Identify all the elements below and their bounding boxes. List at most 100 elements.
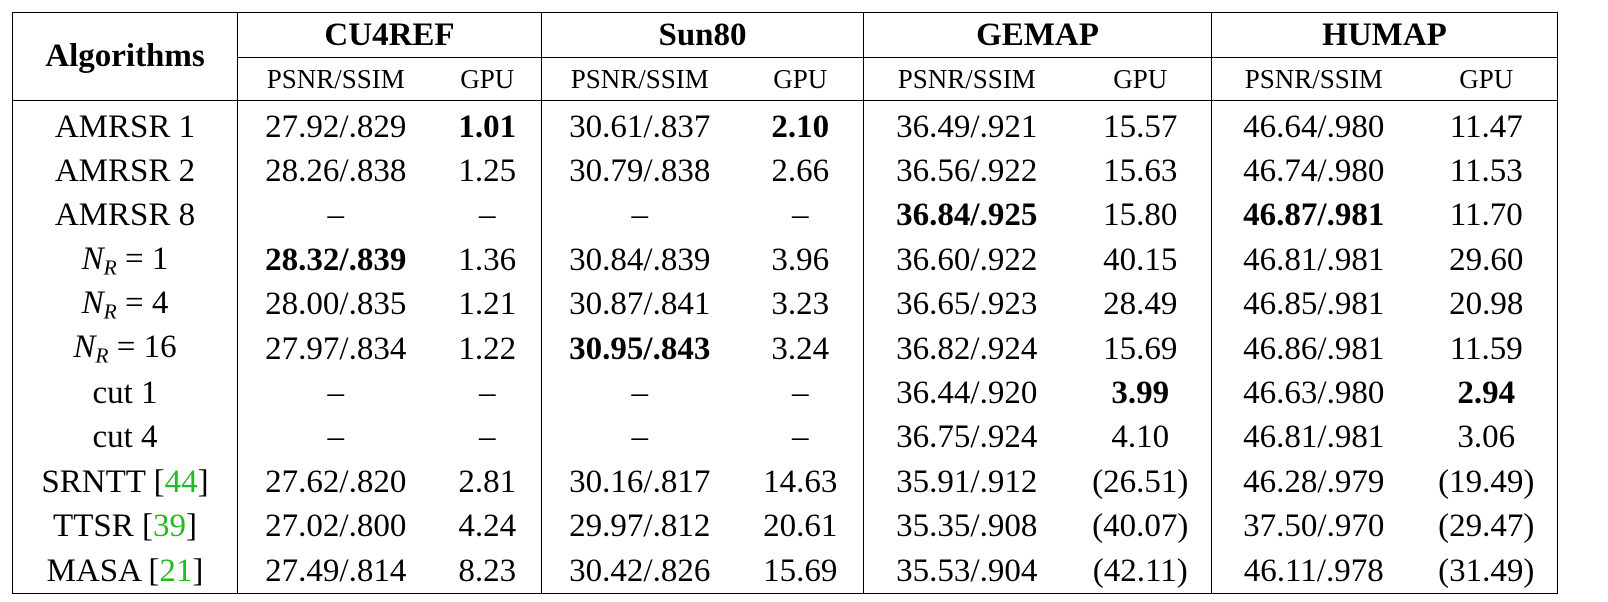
psnr-ssim-cell: 36.82/.924: [863, 326, 1070, 372]
psnr-ssim-cell: 28.26/.838: [237, 149, 434, 194]
psnr-ssim-cell: 36.60/.922: [863, 238, 1070, 283]
gpu-cell: (42.11): [1092, 552, 1188, 589]
table-row: TTSR [39] 27.02/.800 4.24 29.97/.812 20.61 35…: [13, 504, 1558, 549]
gpu-cell: 15.57: [1103, 108, 1178, 145]
gpu-cell: 11.47: [1449, 108, 1523, 145]
gpu-cell: 8.23: [458, 552, 517, 589]
psnr-ssim-cell: 30.84/.839: [541, 238, 738, 283]
psnr-ssim-cell: 27.97/.834: [237, 326, 434, 372]
gpu-cell: –: [792, 375, 809, 412]
header-algorithms: Algorithms: [12, 12, 238, 101]
psnr-ssim-cell: –: [237, 415, 434, 461]
gpu-cell: 1.21: [458, 286, 517, 323]
citation-link[interactable]: 39: [152, 508, 186, 545]
table-row: MASA [21] 27.49/.814 8.23 30.42/.826 15.69 35…: [13, 548, 1558, 594]
table-row: AMRSR 1 27.92/.829 1.01 30.61/.837 2.10 36.49…: [13, 100, 1558, 150]
gpu-cell: 2.10: [771, 108, 830, 145]
gpu-cell: (19.49): [1438, 463, 1535, 500]
algorithm-label: cut 1: [92, 375, 158, 412]
gpu-cell: (26.51): [1092, 463, 1189, 500]
psnr-ssim-cell: 29.97/.812: [541, 504, 738, 549]
gpu-cell: 15.63: [1103, 153, 1178, 190]
header-psnr-ssim: PSNR/SSIM: [863, 57, 1070, 101]
gpu-cell: 1.25: [458, 153, 517, 190]
gpu-cell: 15.69: [763, 552, 838, 589]
header-psnr-ssim: PSNR/SSIM: [541, 57, 738, 101]
table-row: NR = 4 28.00/.835 1.21 30.87/.841 3.23 36.65/…: [13, 282, 1558, 327]
psnr-ssim-cell: 36.56/.922: [863, 149, 1070, 194]
gpu-cell: 2.81: [458, 463, 517, 500]
psnr-ssim-cell: 30.95/.843: [541, 326, 738, 372]
psnr-ssim-cell: 30.87/.841: [541, 282, 738, 327]
gpu-cell: 2.94: [1457, 375, 1516, 412]
table-row: AMRSR 2 28.26/.838 1.25 30.79/.838 2.66 36.56…: [13, 149, 1558, 194]
psnr-ssim-cell: 35.91/.912: [863, 460, 1070, 505]
algorithm-label: AMRSR 1: [54, 108, 196, 145]
gpu-cell: (29.47): [1438, 508, 1535, 545]
gpu-cell: 2.66: [771, 153, 830, 190]
psnr-ssim-cell: 46.74/.980: [1211, 149, 1416, 194]
psnr-ssim-cell: 46.85/.981: [1211, 282, 1416, 327]
header-gpu: GPU: [737, 57, 864, 101]
psnr-ssim-cell: –: [541, 193, 738, 239]
algorithm-label: NR = 1: [81, 240, 169, 280]
gpu-cell: 28.49: [1103, 286, 1178, 323]
gpu-cell: 11.70: [1449, 197, 1523, 234]
gpu-cell: 3.23: [771, 286, 830, 323]
psnr-ssim-cell: 46.28/.979: [1211, 460, 1416, 505]
psnr-ssim-cell: –: [237, 193, 434, 239]
psnr-ssim-cell: 30.79/.838: [541, 149, 738, 194]
psnr-ssim-cell: 46.63/.980: [1211, 371, 1416, 416]
gpu-cell: 1.36: [458, 241, 517, 278]
psnr-ssim-cell: 30.42/.826: [541, 548, 738, 594]
psnr-ssim-cell: 46.64/.980: [1211, 100, 1416, 150]
psnr-ssim-cell: 36.44/.920: [863, 371, 1070, 416]
psnr-ssim-cell: 27.02/.800: [237, 504, 434, 549]
psnr-ssim-cell: 36.65/.923: [863, 282, 1070, 327]
table-row: AMRSR 8 – – – – 36.84/.925 15.80 46.87/.981 11.7…: [13, 193, 1558, 239]
header-group-sun80: Sun80: [541, 12, 864, 58]
header-gpu: GPU: [433, 57, 542, 101]
table-row: NR = 16 27.97/.834 1.22 30.95/.843 3.24 36.82…: [13, 326, 1558, 372]
gpu-cell: 20.98: [1449, 286, 1524, 323]
psnr-ssim-cell: 36.75/.924: [863, 415, 1070, 461]
psnr-ssim-cell: 46.81/.981: [1211, 415, 1416, 461]
math-label: NR: [81, 285, 117, 324]
algorithm-label: NR = 16: [73, 329, 177, 368]
header-psnr-ssim: PSNR/SSIM: [237, 57, 434, 101]
citation-link[interactable]: 44: [164, 463, 198, 500]
gpu-cell: (40.07): [1092, 508, 1189, 545]
results-table: Algorithms CU4REF Sun80 GEMAP HUMAP PSNR…: [12, 12, 1558, 595]
psnr-ssim-cell: 28.00/.835: [237, 282, 434, 327]
gpu-cell: 11.53: [1449, 153, 1523, 190]
citation-link[interactable]: 21: [159, 552, 193, 589]
psnr-ssim-cell: 27.62/.820: [237, 460, 434, 505]
table-row: cut 1 – – – – 36.44/.920 3.99 46.63/.980 2.94: [13, 371, 1558, 416]
gpu-cell: 40.15: [1103, 241, 1178, 278]
table-row: NR = 1 28.32/.839 1.36 30.84/.839 3.96 36.60/…: [13, 238, 1558, 283]
math-label: NR: [81, 240, 117, 280]
psnr-ssim-cell: –: [541, 415, 738, 461]
gpu-cell: 14.63: [763, 463, 838, 500]
psnr-ssim-cell: 35.53/.904: [863, 548, 1070, 594]
gpu-cell: 1.01: [458, 108, 517, 145]
header-group-gemap: GEMAP: [863, 12, 1212, 58]
table-body: AMRSR 1 27.92/.829 1.01 30.61/.837 2.10 36.49…: [13, 100, 1558, 594]
gpu-cell: –: [479, 419, 496, 456]
psnr-ssim-cell: 27.92/.829: [237, 100, 434, 150]
psnr-ssim-cell: 46.81/.981: [1211, 238, 1416, 283]
psnr-ssim-cell: 27.49/.814: [237, 548, 434, 594]
table-row: SRNTT [44] 27.62/.820 2.81 30.16/.817 14.63 3…: [13, 460, 1558, 505]
gpu-cell: –: [792, 419, 809, 456]
header-gpu: GPU: [1069, 57, 1212, 101]
gpu-cell: 4.10: [1111, 419, 1170, 456]
gpu-cell: –: [792, 197, 809, 234]
gpu-cell: 3.24: [771, 330, 830, 367]
header-group-cu4ref: CU4REF: [237, 12, 542, 58]
algorithm-label: NR = 4: [81, 285, 169, 324]
psnr-ssim-cell: 36.84/.925: [863, 193, 1070, 239]
gpu-cell: 15.80: [1103, 197, 1178, 234]
header-psnr-ssim: PSNR/SSIM: [1211, 57, 1416, 101]
table-row: cut 4 – – – – 36.75/.924 4.10 46.81/.981 3.06: [13, 415, 1558, 461]
gpu-cell: 3.06: [1457, 419, 1516, 456]
